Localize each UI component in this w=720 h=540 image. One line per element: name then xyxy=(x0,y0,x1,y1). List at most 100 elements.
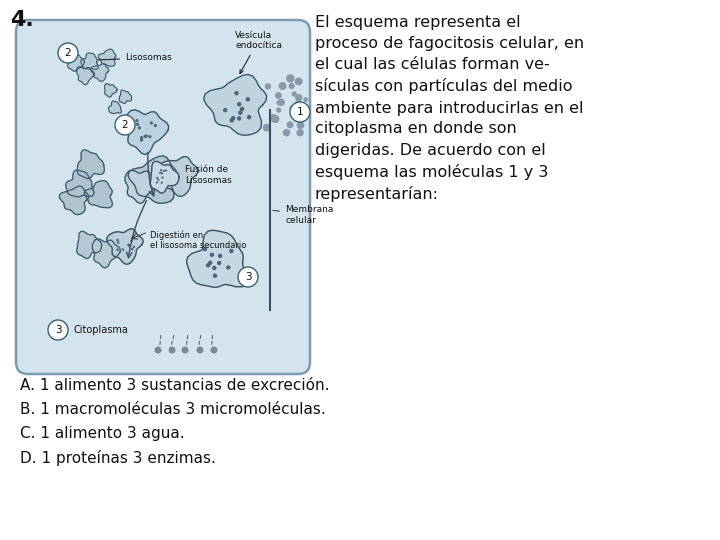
Polygon shape xyxy=(81,53,98,69)
Circle shape xyxy=(131,248,133,251)
Circle shape xyxy=(140,136,143,139)
Polygon shape xyxy=(120,90,132,104)
Circle shape xyxy=(226,265,230,269)
Circle shape xyxy=(237,116,241,120)
Circle shape xyxy=(210,253,214,257)
Circle shape xyxy=(294,78,302,85)
Text: B. 1 macromoléculas 3 micromoléculas.: B. 1 macromoléculas 3 micromoléculas. xyxy=(20,402,325,417)
Circle shape xyxy=(160,169,162,171)
Circle shape xyxy=(286,74,294,83)
Text: D. 1 proteínas 3 enzimas.: D. 1 proteínas 3 enzimas. xyxy=(20,450,216,466)
Circle shape xyxy=(229,249,233,253)
Polygon shape xyxy=(91,64,109,82)
Circle shape xyxy=(290,102,310,122)
Polygon shape xyxy=(104,84,117,97)
Polygon shape xyxy=(157,157,198,197)
Circle shape xyxy=(238,111,243,115)
Circle shape xyxy=(271,115,279,123)
Polygon shape xyxy=(77,231,102,259)
Circle shape xyxy=(138,126,141,130)
Circle shape xyxy=(295,94,302,102)
Circle shape xyxy=(148,135,151,138)
Polygon shape xyxy=(77,68,94,85)
Circle shape xyxy=(240,107,244,111)
Circle shape xyxy=(269,114,277,122)
Circle shape xyxy=(292,91,297,97)
Circle shape xyxy=(265,83,271,90)
Text: C. 1 alimento 3 agua.: C. 1 alimento 3 agua. xyxy=(20,426,184,441)
Circle shape xyxy=(157,179,160,181)
Circle shape xyxy=(197,347,204,354)
Circle shape xyxy=(161,181,163,184)
Circle shape xyxy=(276,107,282,113)
Circle shape xyxy=(212,266,217,270)
Circle shape xyxy=(132,237,134,239)
Circle shape xyxy=(210,347,217,354)
Circle shape xyxy=(208,261,212,265)
Circle shape xyxy=(161,177,163,179)
FancyBboxPatch shape xyxy=(16,20,310,374)
Circle shape xyxy=(161,172,163,174)
Circle shape xyxy=(247,115,251,119)
Polygon shape xyxy=(204,75,266,135)
Circle shape xyxy=(181,347,189,354)
Text: A. 1 alimento 3 sustancias de excreción.: A. 1 alimento 3 sustancias de excreción. xyxy=(20,378,330,393)
Text: 1: 1 xyxy=(297,107,303,117)
Circle shape xyxy=(154,124,157,127)
Text: Citoplasma: Citoplasma xyxy=(73,325,128,335)
Circle shape xyxy=(168,347,176,354)
Circle shape xyxy=(230,118,234,123)
Circle shape xyxy=(278,99,285,106)
Circle shape xyxy=(234,91,239,96)
Circle shape xyxy=(150,122,153,125)
Polygon shape xyxy=(186,230,248,287)
Circle shape xyxy=(159,172,161,174)
Polygon shape xyxy=(107,229,143,264)
Polygon shape xyxy=(150,161,179,193)
Circle shape xyxy=(238,267,258,287)
Circle shape xyxy=(218,254,222,258)
Polygon shape xyxy=(109,101,122,113)
Polygon shape xyxy=(125,110,168,154)
Circle shape xyxy=(263,124,271,132)
Text: 2: 2 xyxy=(65,48,71,58)
Circle shape xyxy=(48,320,68,340)
Circle shape xyxy=(287,122,294,129)
Circle shape xyxy=(143,135,146,138)
Polygon shape xyxy=(125,170,158,204)
Text: Membrana
celular: Membrana celular xyxy=(273,205,333,225)
Polygon shape xyxy=(98,49,116,66)
Circle shape xyxy=(140,138,143,141)
Circle shape xyxy=(165,169,167,172)
Text: 3: 3 xyxy=(245,272,251,282)
Circle shape xyxy=(283,129,290,137)
Circle shape xyxy=(276,100,282,105)
Circle shape xyxy=(298,103,305,109)
Circle shape xyxy=(303,97,308,102)
Circle shape xyxy=(213,273,217,278)
Polygon shape xyxy=(84,181,112,208)
Circle shape xyxy=(156,177,158,179)
Circle shape xyxy=(135,119,138,122)
Polygon shape xyxy=(59,186,89,215)
Circle shape xyxy=(203,247,207,251)
Circle shape xyxy=(206,263,210,267)
Circle shape xyxy=(275,92,282,99)
Circle shape xyxy=(297,122,305,129)
Circle shape xyxy=(58,43,78,63)
Circle shape xyxy=(130,240,133,242)
Circle shape xyxy=(163,170,165,172)
Circle shape xyxy=(289,105,296,111)
Circle shape xyxy=(156,181,158,184)
Text: 3: 3 xyxy=(55,325,61,335)
Circle shape xyxy=(237,102,241,106)
Text: 2: 2 xyxy=(122,120,128,130)
Text: Vesícula
endocítica: Vesícula endocítica xyxy=(235,31,282,73)
Circle shape xyxy=(115,115,135,135)
Circle shape xyxy=(294,100,302,107)
Circle shape xyxy=(223,108,228,112)
Circle shape xyxy=(117,241,120,244)
Text: 4.: 4. xyxy=(10,10,34,30)
Polygon shape xyxy=(68,53,84,71)
Circle shape xyxy=(117,239,119,241)
